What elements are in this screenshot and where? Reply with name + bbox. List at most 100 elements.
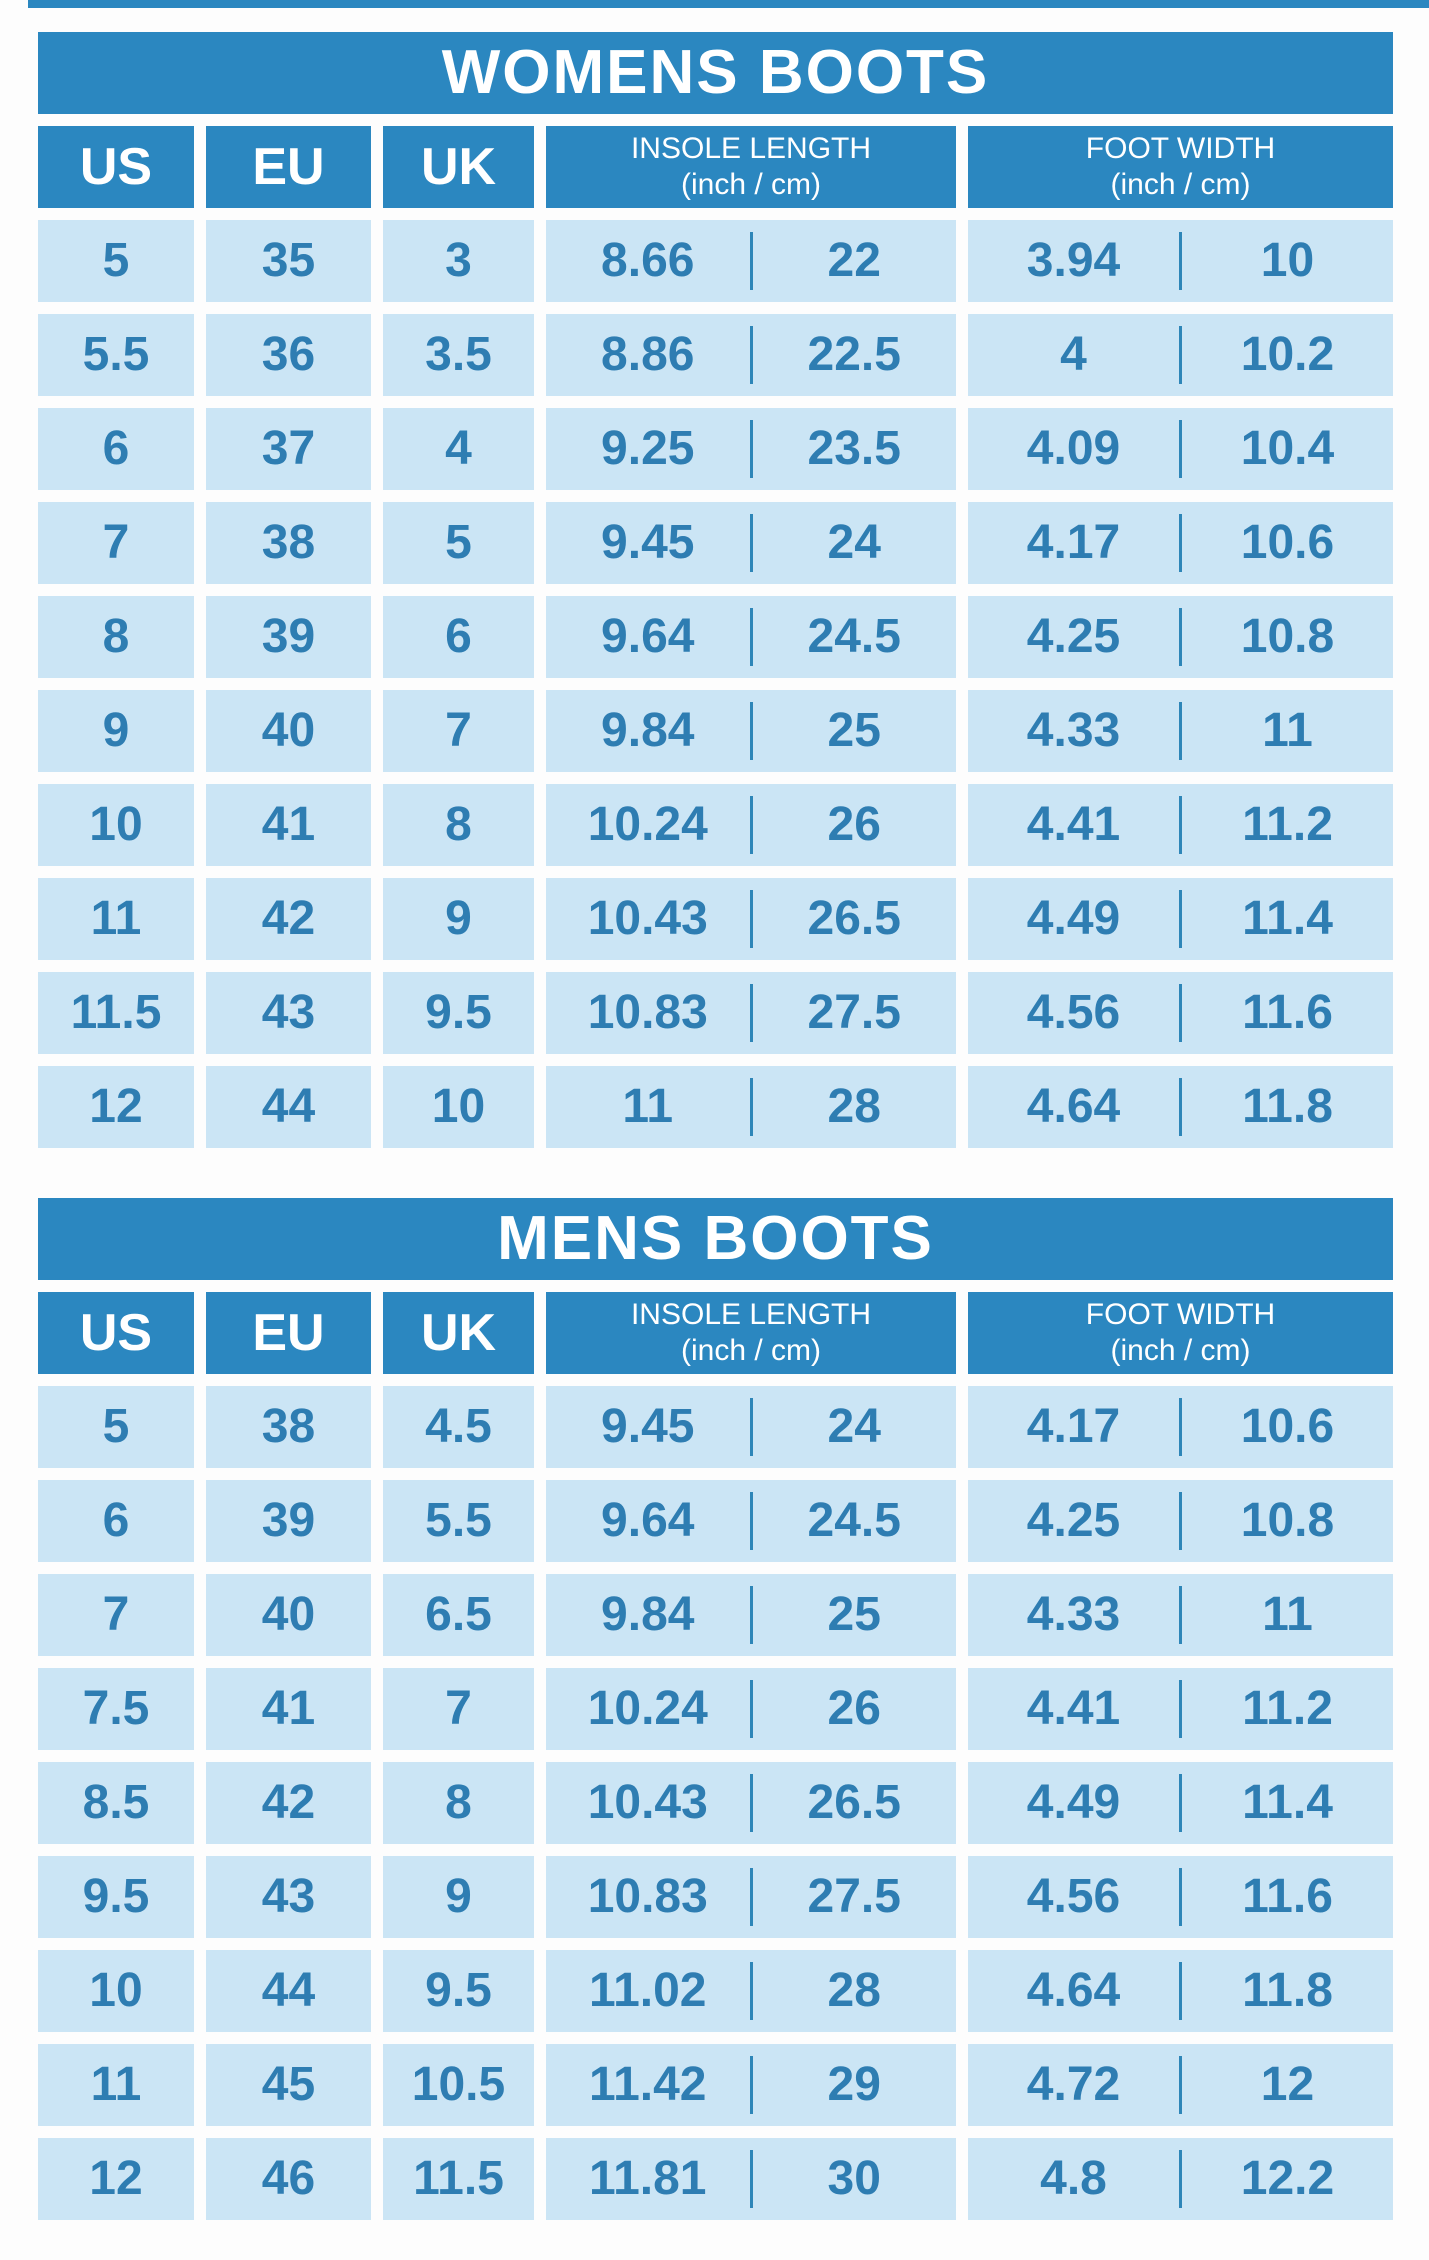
- cell-divider: [749, 420, 753, 478]
- us-size-value: 6: [38, 1480, 194, 1562]
- us-size-value: 7.5: [38, 1668, 194, 1750]
- insole-length-cell-cm: 27.5: [807, 1870, 901, 1923]
- uk-size-value: 6: [383, 596, 534, 678]
- us-size-value: 5: [38, 220, 194, 302]
- eu-size-value: 41: [206, 784, 371, 866]
- insole-header-line2: (inch / cm): [680, 1334, 821, 1367]
- uk-size-value: 7: [383, 1668, 534, 1750]
- cell-divider: [749, 1680, 753, 1738]
- insole-header-line1: INSOLE LENGTH: [630, 1298, 872, 1331]
- col-header-insole-length: INSOLE LENGTH (inch / cm): [546, 1292, 956, 1374]
- eu-size-value: 42: [206, 878, 371, 960]
- insole-length-cell: 10.43 26.5: [546, 1762, 956, 1844]
- foot-width-cell-inch: 4.09: [1026, 422, 1121, 475]
- uk-size-value: 11.5: [383, 2138, 534, 2220]
- cell-divider: [749, 702, 753, 760]
- cell-divider: [1179, 890, 1182, 948]
- cell-divider: [749, 1962, 753, 2020]
- foot-width-cell-cm: 12.2: [1240, 2152, 1335, 2205]
- eu-size-value: 41: [206, 1668, 371, 1750]
- insole-length-cell-inch: 10.24: [587, 1682, 708, 1735]
- table-row: 7 40 6.5 9.84 25 4.33 11: [38, 1574, 1393, 1656]
- foot-width-cell: 4.41 11.2: [968, 1668, 1393, 1750]
- uk-size-value: 10: [383, 1066, 534, 1148]
- foot-width-cell-cm: 10.8: [1240, 1494, 1335, 1547]
- foot-width-cell-cm: 11: [1262, 1588, 1313, 1641]
- table-row: 10 44 9.5 11.02 28 4.64 11.8: [38, 1950, 1393, 2032]
- uk-size-value: 9: [383, 1856, 534, 1938]
- insole-length-cell: 9.64 24.5: [546, 1480, 956, 1562]
- cell-divider: [1179, 702, 1182, 760]
- uk-size-value: 3.5: [383, 314, 534, 396]
- insole-length-cell: 10.83 27.5: [546, 1856, 956, 1938]
- foot-width-cell-cm: 10.6: [1240, 1400, 1335, 1453]
- us-size-value: 8: [38, 596, 194, 678]
- insole-length-cell-cm: 29: [827, 2058, 881, 2111]
- foot-width-header-line1: FOOT WIDTH: [1085, 1298, 1276, 1331]
- insole-length-cell: 10.43 26.5: [546, 878, 956, 960]
- foot-width-cell-inch: 4: [1060, 328, 1087, 381]
- uk-size-value: 9: [383, 878, 534, 960]
- foot-width-cell: 4.64 11.8: [968, 1066, 1393, 1148]
- foot-width-cell-inch: 4.25: [1026, 1494, 1121, 1547]
- cell-divider: [1179, 1492, 1182, 1550]
- cell-divider: [749, 984, 753, 1042]
- cell-divider: [749, 1398, 753, 1456]
- insole-length-cell-inch: 10.43: [587, 892, 708, 945]
- col-header-uk: UK: [383, 1292, 534, 1374]
- foot-width-header-line2: (inch / cm): [1110, 168, 1251, 201]
- insole-length-cell: 9.45 24: [546, 502, 956, 584]
- insole-header-line2: (inch / cm): [680, 168, 821, 201]
- insole-length-cell-cm: 22.5: [807, 328, 901, 381]
- eu-size-value: 45: [206, 2044, 371, 2126]
- eu-size-value: 44: [206, 1066, 371, 1148]
- foot-width-cell: 4.25 10.8: [968, 1480, 1393, 1562]
- eu-size-value: 40: [206, 690, 371, 772]
- foot-width-cell-cm: 10.6: [1240, 516, 1335, 569]
- table-row: 9 40 7 9.84 25 4.33 11: [38, 690, 1393, 772]
- table-row: 11.5 43 9.5 10.83 27.5 4.56 11.6: [38, 972, 1393, 1054]
- cell-divider: [1179, 232, 1182, 290]
- uk-size-value: 6.5: [383, 1574, 534, 1656]
- eu-size-value: 40: [206, 1574, 371, 1656]
- mens-title-bar: MENS BOOTS: [38, 1198, 1393, 1280]
- table-row: 6 39 5.5 9.64 24.5 4.25 10.8: [38, 1480, 1393, 1562]
- foot-width-cell-cm: 10: [1260, 234, 1315, 287]
- foot-width-cell: 4.33 11: [968, 1574, 1393, 1656]
- insole-length-cell-inch: 11.42: [589, 2058, 707, 2111]
- uk-size-value: 4: [383, 408, 534, 490]
- mens-table-body: 5 38 4.5 9.45 24 4.17 10.6 6 39 5.5 9.64 24.5 4.25 10…: [38, 1386, 1393, 2220]
- cell-divider: [1179, 1398, 1182, 1456]
- foot-width-cell: 4.17 10.6: [968, 1386, 1393, 1468]
- foot-width-cell: 4.72 12: [968, 2044, 1393, 2126]
- insole-length-cell-cm: 23.5: [807, 422, 901, 475]
- insole-length-cell-inch: 11.02: [589, 1964, 707, 2017]
- foot-width-cell-inch: 4.56: [1026, 1870, 1121, 1923]
- cell-divider: [1179, 608, 1182, 666]
- us-size-value: 8.5: [38, 1762, 194, 1844]
- foot-width-cell-inch: 4.64: [1026, 1080, 1121, 1133]
- cell-divider: [749, 232, 753, 290]
- table-row: 5.5 36 3.5 8.86 22.5 4 10.2: [38, 314, 1393, 396]
- table-row: 12 46 11.5 11.81 30 4.8 12.2: [38, 2138, 1393, 2220]
- us-size-value: 9: [38, 690, 194, 772]
- table-row: 7.5 41 7 10.24 26 4.41 11.2: [38, 1668, 1393, 1750]
- insole-length-cell: 11.42 29: [546, 2044, 956, 2126]
- insole-length-cell: 9.45 24: [546, 1386, 956, 1468]
- foot-width-cell: 3.94 10: [968, 220, 1393, 302]
- us-size-value: 12: [38, 1066, 194, 1148]
- insole-length-cell: 10.24 26: [546, 784, 956, 866]
- foot-width-header-line2: (inch / cm): [1110, 1334, 1251, 1367]
- uk-size-value: 8: [383, 784, 534, 866]
- uk-size-value: 9.5: [383, 1950, 534, 2032]
- insole-length-cell-inch: 9.84: [601, 704, 695, 757]
- foot-width-cell: 4.56 11.6: [968, 1856, 1393, 1938]
- foot-width-cell-inch: 4.41: [1026, 1682, 1121, 1735]
- cell-divider: [1179, 1962, 1182, 2020]
- insole-length-cell-cm: 28: [827, 1964, 881, 2017]
- insole-length-cell-cm: 26.5: [807, 892, 901, 945]
- us-size-value: 5.5: [38, 314, 194, 396]
- insole-length-cell-inch: 9.45: [601, 1400, 695, 1453]
- col-header-eu: EU: [206, 126, 371, 208]
